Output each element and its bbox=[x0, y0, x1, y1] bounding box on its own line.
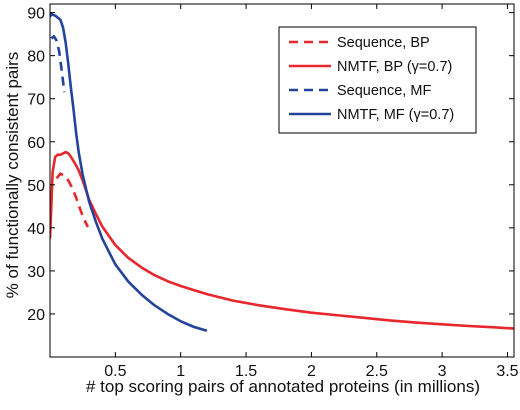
x-tick-label: 0.5 bbox=[104, 363, 126, 380]
legend-label-4: NMTF, MF (γ=0.7) bbox=[337, 107, 454, 123]
y-tick-label: 70 bbox=[27, 92, 45, 109]
x-tick-label: 1 bbox=[176, 363, 185, 380]
x-tick-label: 1.5 bbox=[235, 363, 257, 380]
series-line-4 bbox=[50, 12, 208, 332]
legend-label-2: NMTF, BP (γ=0.7) bbox=[337, 59, 452, 75]
y-tick-label: 90 bbox=[27, 6, 45, 23]
x-tick-label: 2 bbox=[307, 363, 316, 380]
y-axis-label: % of functionally consistent pairs bbox=[3, 52, 22, 299]
y-tick-label: 60 bbox=[27, 135, 45, 152]
legend-label-1: Sequence, BP bbox=[337, 35, 430, 51]
x-tick-label: 3.5 bbox=[496, 363, 518, 380]
y-tick-label: 30 bbox=[27, 264, 45, 281]
series-layer bbox=[50, 12, 514, 332]
x-tick-label: 2.5 bbox=[366, 363, 388, 380]
series-line-2 bbox=[50, 150, 514, 330]
plot-frame bbox=[49, 3, 515, 358]
legend-label-3: Sequence, MF bbox=[337, 83, 431, 99]
y-tick-label: 40 bbox=[27, 221, 45, 238]
y-tick-label: 50 bbox=[27, 178, 45, 195]
axes-layer: 0.5 1 1.5 2 2.5 3 3.5 20 30 40 50 60 70 80 90 bbox=[27, 3, 519, 380]
y-tick-label: 20 bbox=[27, 307, 45, 324]
x-axis-label: # top scoring pairs of annotated protein… bbox=[86, 377, 480, 396]
legend: Sequence, BP NMTF, BP (γ=0.7) Sequence, MF… bbox=[278, 26, 477, 134]
x-tick-label: 3 bbox=[438, 363, 447, 380]
legend-box bbox=[278, 26, 477, 134]
y-tick-label: 80 bbox=[27, 49, 45, 66]
series-line-1 bbox=[55, 172, 90, 228]
series-line-3 bbox=[50, 34, 66, 93]
